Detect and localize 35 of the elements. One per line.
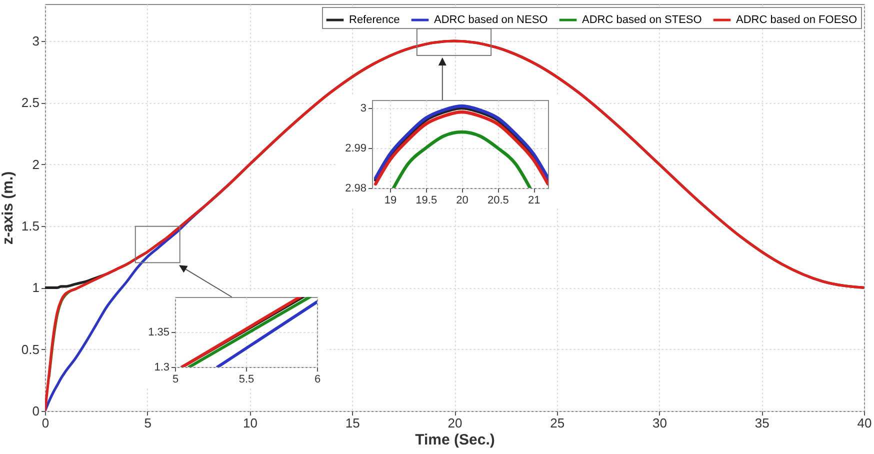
legend-label: ADRC based on NESO xyxy=(434,14,548,26)
x-tick-label: 10 xyxy=(243,416,258,430)
legend-label: Reference xyxy=(349,14,400,26)
y-tick-label: 2.5 xyxy=(21,95,40,110)
y-tick-label: 0 xyxy=(32,404,40,418)
x-tick-label: 19.5 xyxy=(416,194,438,206)
y-tick-label: 3 xyxy=(360,102,366,114)
y-axis-title: z-axis (m.) xyxy=(0,171,16,245)
y-tick-label: 0.5 xyxy=(21,342,40,357)
x-tick-label: 6 xyxy=(314,374,321,386)
y-tick-label: 2.99 xyxy=(345,142,366,154)
x-tick-label: 20 xyxy=(456,194,468,206)
x-tick-label: 20.5 xyxy=(488,194,509,206)
y-tick-label: 2.98 xyxy=(345,182,366,194)
x-tick-label: 20 xyxy=(448,416,462,430)
x-tick-label: 21 xyxy=(528,194,540,206)
x-tick-label: 5 xyxy=(172,374,179,386)
x-tick-label: 5.5 xyxy=(238,374,254,386)
x-tick-label: 15 xyxy=(345,416,360,430)
y-tick-label: 2 xyxy=(32,156,40,172)
legend-label: ADRC based on STESO xyxy=(582,14,702,26)
x-tick-label: 25 xyxy=(550,416,565,430)
legend-label: ADRC based on FOESO xyxy=(736,14,858,26)
x-tick-label: 0 xyxy=(42,416,50,430)
x-tick-label: 40 xyxy=(857,416,872,430)
x-tick-label: 5 xyxy=(144,416,152,430)
y-tick-label: 1 xyxy=(32,280,40,296)
y-tick-label: 3 xyxy=(32,34,40,48)
x-tick-label: 30 xyxy=(652,416,667,430)
x-tick-label: 35 xyxy=(754,416,770,430)
y-tick-label: 1.5 xyxy=(21,218,40,234)
x-axis-title: Time (Sec.) xyxy=(415,432,495,448)
x-tick-label: 19 xyxy=(384,194,397,206)
y-tick-label: 1.35 xyxy=(148,326,170,338)
y-tick-label: 1.3 xyxy=(154,362,170,374)
